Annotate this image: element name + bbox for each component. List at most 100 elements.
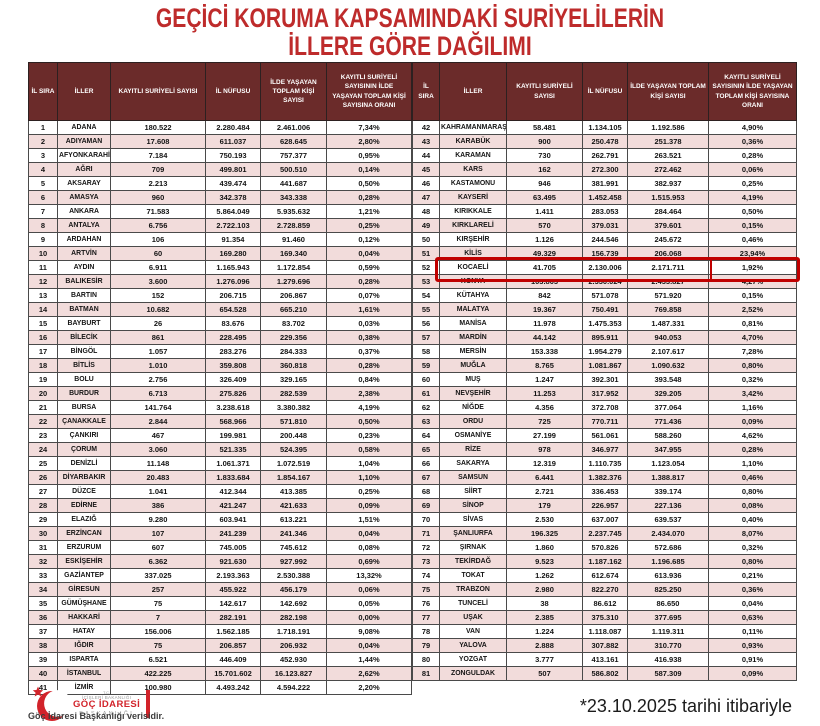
cell-registered-syrians: 19.367 xyxy=(506,302,583,317)
cell-total-residents: 2.434.070 xyxy=(627,526,709,541)
cell-row-number: 48 xyxy=(412,204,440,219)
cell-province-population: 283.276 xyxy=(205,344,261,359)
cell-province-population: 750.193 xyxy=(205,148,261,163)
cell-row-number: 81 xyxy=(412,666,440,681)
logo-tc: T.C. xyxy=(103,689,111,695)
table-row: 4 AĞRI 709 499.801 500.510 0,14% xyxy=(28,162,412,177)
cell-ratio: 1,10% xyxy=(326,470,412,485)
cell-total-residents: 1.487.331 xyxy=(627,316,709,331)
cell-row-number: 66 xyxy=(412,456,440,471)
cell-row-number: 76 xyxy=(412,596,440,611)
cell-province-population: 603.941 xyxy=(205,512,261,527)
cell-row-number: 77 xyxy=(412,610,440,625)
table-row: 16 BİLECİK 861 228.495 229.356 0,38% xyxy=(28,330,412,345)
cell-total-residents: 272.462 xyxy=(627,162,709,177)
cell-total-residents: 452.930 xyxy=(260,652,327,667)
cell-total-residents: 282.198 xyxy=(260,610,327,625)
table-row: 30 ERZİNCAN 107 241.239 241.346 0,04% xyxy=(28,526,412,541)
cell-registered-syrians: 6.713 xyxy=(110,386,206,401)
cell-ratio: 0,15% xyxy=(708,288,797,303)
cell-row-number: 25 xyxy=(28,456,58,471)
cell-ratio: 0,37% xyxy=(326,344,412,359)
cell-province: SİİRT xyxy=(439,484,507,499)
logo-red-bar xyxy=(146,690,151,718)
cell-province: SİVAS xyxy=(439,512,507,527)
cell-total-residents: 1.090.632 xyxy=(627,358,709,373)
cell-registered-syrians: 900 xyxy=(506,134,583,149)
cell-registered-syrians: 58.481 xyxy=(506,120,583,135)
cell-total-residents: 421.633 xyxy=(260,498,327,513)
cell-ratio: 0,46% xyxy=(708,470,797,485)
cell-province: BİLECİK xyxy=(57,330,111,345)
table-row: 39 ISPARTA 6.521 446.409 452.930 1,44% xyxy=(28,652,412,667)
cell-total-residents: 588.260 xyxy=(627,428,709,443)
cell-province-population: 359.808 xyxy=(205,358,261,373)
cell-province: BATMAN xyxy=(57,302,111,317)
cell-province-population: 228.495 xyxy=(205,330,261,345)
cell-registered-syrians: 26 xyxy=(110,316,206,331)
cell-province: KIRKLARELİ xyxy=(439,218,507,233)
col-header-row-number-left: İL SIRA xyxy=(28,62,58,121)
cell-registered-syrians: 2.721 xyxy=(506,484,583,499)
cell-total-residents: 1.196.685 xyxy=(627,554,709,569)
cell-province-population: 612.674 xyxy=(582,568,628,583)
cell-row-number: 12 xyxy=(28,274,58,289)
cell-row-number: 6 xyxy=(28,190,58,205)
cell-registered-syrians: 861 xyxy=(110,330,206,345)
cell-total-residents: 377.064 xyxy=(627,400,709,415)
cell-row-number: 67 xyxy=(412,470,440,485)
cell-registered-syrians: 2.530 xyxy=(506,512,583,527)
table-row: 48 KIRIKKALE 1.411 283.053 284.464 0,50% xyxy=(412,204,797,219)
cell-registered-syrians: 6.521 xyxy=(110,652,206,667)
cell-registered-syrians: 44.142 xyxy=(506,330,583,345)
cell-registered-syrians: 709 xyxy=(110,162,206,177)
cell-province-population: 745.005 xyxy=(205,540,261,555)
cell-ratio: 0,50% xyxy=(708,204,797,219)
table-row: 80 YOZGAT 3.777 413.161 416.938 0,91% xyxy=(412,652,797,667)
table-row: 19 BOLU 2.756 326.409 329.165 0,84% xyxy=(28,372,412,387)
cell-ratio: 3,42% xyxy=(708,386,797,401)
cell-province-population: 2.280.484 xyxy=(205,120,261,135)
cell-total-residents: 379.601 xyxy=(627,218,709,233)
cell-ratio: 0,21% xyxy=(708,568,797,583)
cell-row-number: 37 xyxy=(28,624,58,639)
cell-province: MALATYA xyxy=(439,302,507,317)
table-row: 23 ÇANKIRI 467 199.981 200.448 0,23% xyxy=(28,428,412,443)
col-header-population-right: İL NÜFUSU xyxy=(582,62,628,121)
cell-total-residents: 441.687 xyxy=(260,176,327,191)
cell-province-population: 2.722.103 xyxy=(205,218,261,233)
cell-row-number: 52 xyxy=(412,260,440,275)
cell-ratio: 1,44% xyxy=(326,652,412,667)
cell-row-number: 32 xyxy=(28,554,58,569)
cell-row-number: 59 xyxy=(412,358,440,373)
cell-ratio: 4,62% xyxy=(708,428,797,443)
cell-registered-syrians: 1.247 xyxy=(506,372,583,387)
cell-province: YALOVA xyxy=(439,638,507,653)
cell-total-residents: 393.548 xyxy=(627,372,709,387)
cell-province-population: 4.493.242 xyxy=(205,680,261,695)
table-row: 79 YALOVA 2.888 307.882 310.770 0,93% xyxy=(412,638,797,653)
table-row: 50 KIRŞEHİR 1.126 244.546 245.672 0,46% xyxy=(412,232,797,247)
cell-province: ADIYAMAN xyxy=(57,134,111,149)
cell-province-population: 1.061.371 xyxy=(205,456,261,471)
cell-province: AMASYA xyxy=(57,190,111,205)
cell-province: KOCAELİ xyxy=(439,260,507,275)
cell-province-population: 226.957 xyxy=(582,498,628,513)
cell-row-number: 75 xyxy=(412,582,440,597)
cell-registered-syrians: 17.608 xyxy=(110,134,206,149)
table-row: 75 TRABZON 2.980 822.270 825.250 0,36% xyxy=(412,582,797,597)
cell-ratio: 0,08% xyxy=(708,498,797,513)
cell-province: DÜZCE xyxy=(57,484,111,499)
cell-ratio: 2,20% xyxy=(326,680,412,695)
cell-ratio: 1,92% xyxy=(708,260,797,275)
cell-ratio: 0,04% xyxy=(708,596,797,611)
cell-province: RİZE xyxy=(439,442,507,457)
cell-row-number: 36 xyxy=(28,610,58,625)
cell-registered-syrians: 1.126 xyxy=(506,232,583,247)
cell-row-number: 20 xyxy=(28,386,58,401)
cell-row-number: 69 xyxy=(412,498,440,513)
table-row: 55 MALATYA 19.367 750.491 769.858 2,52% xyxy=(412,302,797,317)
cell-province: EDİRNE xyxy=(57,498,111,513)
col-header-ratio-left: KAYITLI SURİYELİ SAYISININ İLDE YAŞAYAN … xyxy=(326,62,412,121)
cell-total-residents: 263.521 xyxy=(627,148,709,163)
